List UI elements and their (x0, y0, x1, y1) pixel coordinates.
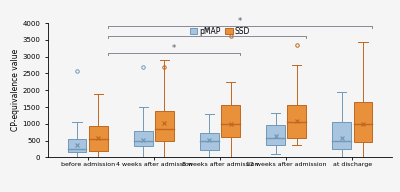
Y-axis label: CP-equivalence value: CP-equivalence value (10, 49, 20, 131)
Text: *: * (172, 44, 176, 53)
Bar (200, 133, 219, 150)
Bar (134, 131, 152, 146)
Legend: pMAP, SSD: pMAP, SSD (190, 27, 250, 36)
Text: *: * (205, 27, 209, 36)
Bar (266, 124, 285, 145)
Bar (221, 105, 240, 137)
Bar (68, 139, 86, 152)
Bar (89, 126, 108, 151)
Bar (332, 122, 351, 149)
Bar (288, 105, 306, 138)
Bar (354, 102, 372, 142)
Text: *: * (238, 17, 242, 26)
Bar (155, 111, 174, 141)
